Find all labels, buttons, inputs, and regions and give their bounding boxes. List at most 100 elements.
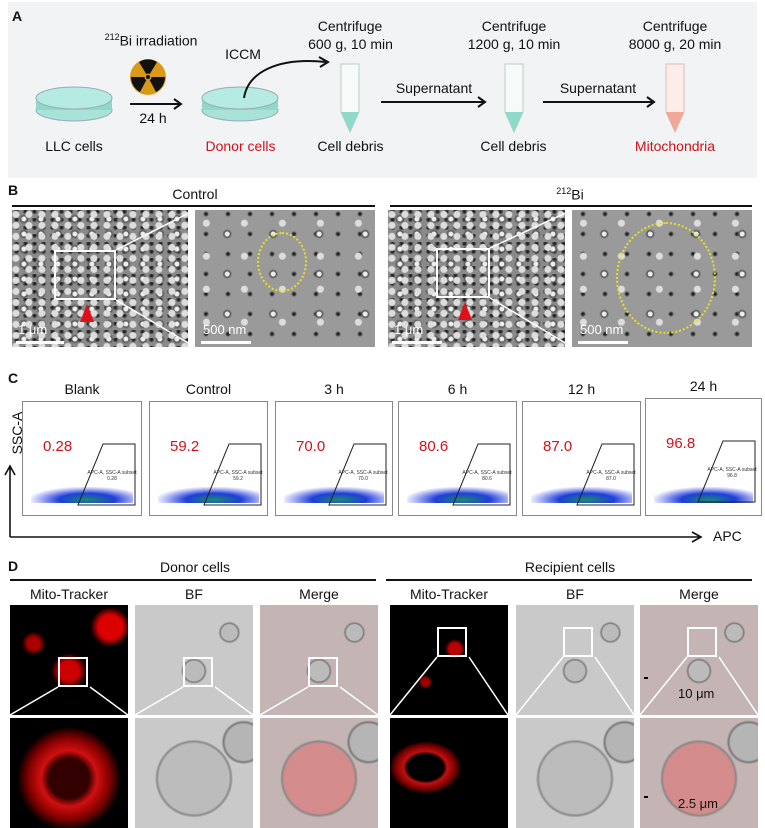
- red-arrowhead-icon: [458, 302, 472, 320]
- flow-plot: 59.2 APC-A, SSC-A subset 59.2: [149, 401, 268, 516]
- divider: [10, 579, 376, 581]
- channel-label: Merge: [679, 586, 719, 602]
- scale-bar-label: 500 nm: [580, 322, 624, 337]
- scale-bar-label: 500 nm: [203, 322, 247, 337]
- scale-bar: [392, 341, 442, 344]
- axes-arrows: [4, 464, 703, 543]
- divider: [390, 205, 752, 207]
- flow-plot: 96.8 APC-A, SSC-A subset 96.8: [645, 398, 762, 516]
- zoomed-fluor-image: [390, 718, 508, 828]
- gate-label: APC-A, SSC-A subset 96.8: [707, 467, 757, 479]
- bf-image: [516, 605, 634, 715]
- zoom-lines: [135, 686, 253, 715]
- gate-percentage: 59.2: [170, 438, 200, 455]
- channel-label: Mito-Tracker: [409, 586, 489, 602]
- gate-trapezoid: [452, 443, 511, 506]
- zoom-lines: [390, 656, 508, 715]
- gate-percentage: 96.8: [666, 435, 696, 452]
- zoomed-bf-image: [135, 718, 253, 828]
- donor-cells-label: Donor cells: [205, 138, 276, 154]
- zoomed-bf-image: [516, 718, 634, 828]
- gate-trapezoid: [328, 443, 387, 506]
- plot-title: 6 h: [447, 381, 468, 397]
- scale-bar-label: 1 μm: [394, 322, 424, 337]
- gate-label: APC-A, SSC-A subset 87.0: [586, 470, 636, 482]
- radiation-trefoil-icon: [130, 59, 166, 95]
- zoom-lines: [516, 656, 634, 715]
- x-axis-label: APC: [713, 528, 742, 544]
- zoom-box: [58, 657, 88, 687]
- tube-3: [665, 63, 685, 134]
- merge-image: [640, 605, 758, 715]
- arrow-24h: [130, 98, 183, 110]
- panel-c-label: C: [8, 370, 19, 386]
- tube-1: [340, 63, 360, 134]
- plot-title: Control: [185, 381, 232, 397]
- gate-label: APC-A, SSC-A subset 80.6: [462, 470, 512, 482]
- tem-bi-zoom: 500 nm: [572, 210, 752, 347]
- zoom-box: [308, 657, 338, 687]
- zoom-box: [437, 627, 467, 657]
- tem-bi-overview: 1 μm: [388, 210, 565, 347]
- fluor-image: [10, 605, 128, 715]
- supernatant-label-2: Supernatant: [559, 80, 637, 96]
- scale-bar-label: 2.5 μm: [678, 796, 719, 811]
- step-2-title: Centrifuge: [481, 18, 547, 34]
- channel-label: BF: [185, 586, 203, 602]
- panel-a-graphics: [35, 56, 685, 134]
- gate-percentage: 87.0: [543, 438, 573, 455]
- step-1-title: Centrifuge: [317, 18, 383, 34]
- zoom-lines: [640, 656, 758, 715]
- petri-dish-donor: [201, 86, 279, 122]
- zoomed-fluor-image: [10, 718, 128, 828]
- group-recipient-title: Recipient cells: [524, 559, 616, 575]
- scale-bar-label: 10 μm: [678, 686, 715, 701]
- y-axis-label: SSC-A: [9, 411, 25, 455]
- mitochondrion-outline: [616, 222, 716, 334]
- bf-image: [135, 605, 253, 715]
- step-2-cond: 1200 g, 10 min: [467, 36, 561, 52]
- irradiation-label: 212Bi irradiation: [104, 32, 198, 49]
- event-density: [284, 487, 384, 503]
- red-arrowhead-icon: [80, 304, 94, 322]
- plot-title: 24 h: [689, 378, 718, 394]
- arrow-iccm: [243, 56, 330, 99]
- flow-plot: 0.28 APC-A, SSC-A subset 0.28: [22, 401, 142, 516]
- arrow-supernatant-2: [543, 96, 656, 108]
- gate-label: APC-A, SSC-A subset 70.0: [338, 470, 388, 482]
- zoom-box: [54, 250, 116, 300]
- scale-bar: [644, 677, 648, 679]
- tem-control-zoom: 500 nm: [195, 210, 375, 347]
- zoom-lines: [115, 209, 573, 348]
- gate-percentage: 80.6: [419, 438, 449, 455]
- tube-2: [504, 63, 524, 134]
- flow-plot: 70.0 APC-A, SSC-A subset 70.0: [275, 401, 393, 516]
- merge-image: [260, 605, 378, 715]
- step-1-label: Cell debris: [317, 138, 384, 154]
- channel-label: BF: [566, 586, 584, 602]
- group-bi-title: 212Bi: [556, 186, 584, 203]
- gate-percentage: 0.28: [43, 438, 73, 455]
- panel-a-label: A: [12, 8, 23, 24]
- zoom-lines: [260, 686, 378, 715]
- group-control-title: Control: [172, 186, 218, 202]
- panel-b-label: B: [8, 182, 19, 198]
- plot-title: 12 h: [567, 381, 596, 397]
- scale-bar-label: 1 μm: [18, 322, 48, 337]
- panel-a: A 212Bi irradiation 24 h ICCM LLC cells …: [8, 2, 757, 178]
- zoom-box: [436, 248, 490, 298]
- supernatant-label-1: Supernatant: [395, 80, 473, 96]
- channel-label: Merge: [299, 586, 339, 602]
- step-1-cond: 600 g, 10 min: [308, 36, 393, 52]
- divider: [386, 579, 752, 581]
- gate-percentage: 70.0: [296, 438, 326, 455]
- flow-plot: 87.0 APC-A, SSC-A subset 87.0: [522, 401, 641, 516]
- step-3-label: Mitochondria: [634, 138, 716, 154]
- mitochondrion-outline: [257, 232, 307, 292]
- gate-trapezoid: [576, 443, 635, 506]
- gate-trapezoid: [697, 440, 756, 503]
- iccm-label: ICCM: [225, 46, 261, 62]
- petri-dish-llc: [35, 86, 113, 122]
- panel-d-label: D: [8, 558, 19, 574]
- zoom-box: [563, 627, 593, 657]
